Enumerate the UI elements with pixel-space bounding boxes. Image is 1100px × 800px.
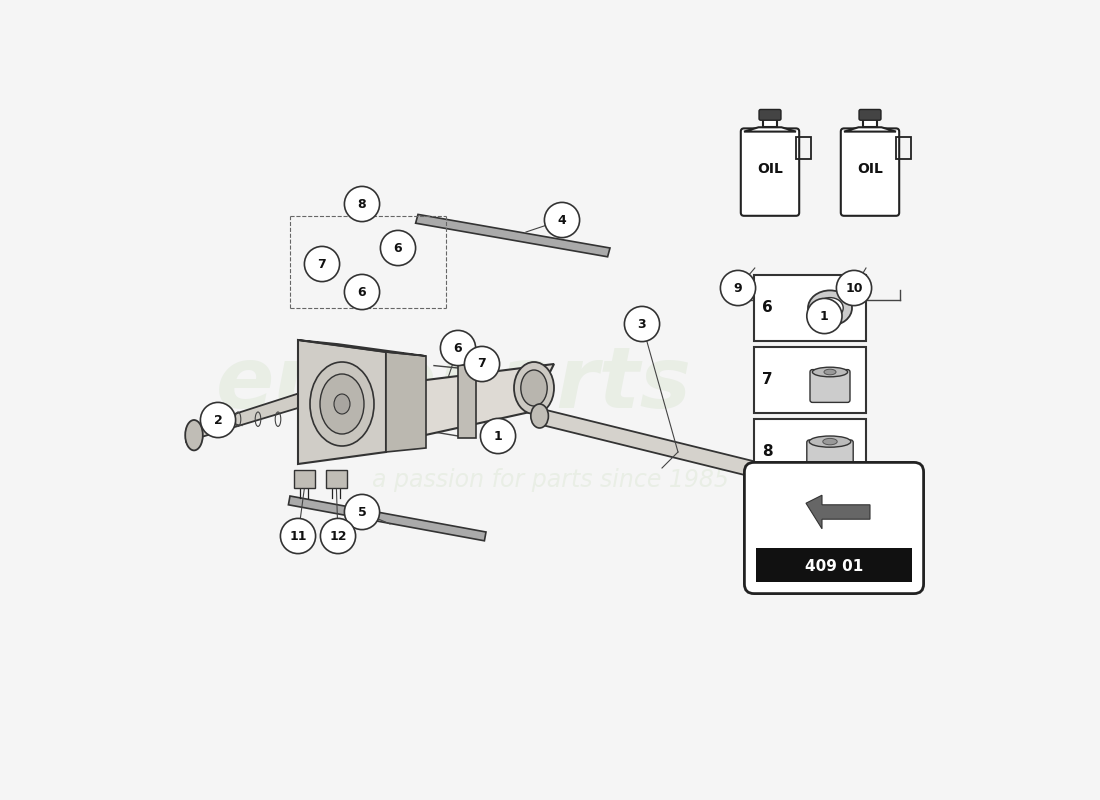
- Circle shape: [720, 270, 756, 306]
- Polygon shape: [186, 394, 298, 442]
- Ellipse shape: [320, 374, 364, 434]
- Text: 3: 3: [638, 318, 647, 330]
- Circle shape: [381, 230, 416, 266]
- Ellipse shape: [810, 436, 850, 447]
- Ellipse shape: [823, 438, 837, 445]
- Text: 7: 7: [318, 258, 327, 270]
- Circle shape: [280, 518, 316, 554]
- Ellipse shape: [817, 298, 844, 318]
- Text: 8: 8: [358, 198, 366, 210]
- Circle shape: [544, 202, 580, 238]
- Bar: [754, 347, 866, 413]
- Text: a passion for parts since 1985: a passion for parts since 1985: [372, 468, 728, 492]
- Ellipse shape: [814, 463, 846, 473]
- Bar: [754, 275, 866, 341]
- Bar: [458, 365, 475, 438]
- Circle shape: [481, 418, 516, 454]
- Polygon shape: [298, 340, 426, 356]
- Circle shape: [836, 270, 871, 306]
- Ellipse shape: [514, 362, 554, 414]
- Text: 409 01: 409 01: [805, 559, 864, 574]
- Text: 6: 6: [762, 301, 772, 315]
- FancyBboxPatch shape: [859, 110, 881, 120]
- Bar: [754, 419, 866, 485]
- Text: 7: 7: [477, 358, 486, 370]
- Polygon shape: [744, 127, 796, 131]
- Text: 8: 8: [762, 445, 772, 459]
- Text: 10: 10: [845, 282, 862, 294]
- Polygon shape: [330, 364, 554, 456]
- Ellipse shape: [520, 370, 547, 406]
- FancyBboxPatch shape: [806, 440, 854, 478]
- Bar: [757, 548, 912, 582]
- Ellipse shape: [813, 367, 848, 377]
- Text: 6: 6: [394, 242, 403, 254]
- Polygon shape: [538, 408, 846, 500]
- Ellipse shape: [808, 290, 852, 326]
- Ellipse shape: [334, 394, 350, 414]
- Polygon shape: [416, 214, 610, 257]
- FancyBboxPatch shape: [745, 462, 924, 594]
- FancyBboxPatch shape: [810, 370, 850, 402]
- Text: OIL: OIL: [857, 162, 883, 176]
- Text: 11: 11: [289, 530, 307, 542]
- Ellipse shape: [310, 362, 374, 446]
- Text: 2: 2: [213, 414, 222, 426]
- Bar: [762, 118, 778, 127]
- Circle shape: [344, 274, 380, 310]
- Ellipse shape: [185, 420, 202, 450]
- Text: 12: 12: [329, 530, 346, 542]
- Circle shape: [200, 402, 235, 438]
- Text: 4: 4: [558, 214, 566, 226]
- Text: 6: 6: [453, 342, 462, 354]
- Ellipse shape: [824, 370, 836, 374]
- Text: 9: 9: [734, 282, 742, 294]
- FancyBboxPatch shape: [740, 128, 800, 216]
- Polygon shape: [386, 352, 426, 452]
- Ellipse shape: [531, 404, 549, 428]
- Circle shape: [344, 186, 380, 222]
- Text: 7: 7: [762, 373, 772, 387]
- Polygon shape: [844, 127, 896, 131]
- Bar: [326, 470, 346, 488]
- Circle shape: [320, 518, 355, 554]
- Text: europarts: europarts: [216, 342, 692, 426]
- Circle shape: [344, 494, 380, 530]
- Polygon shape: [806, 495, 870, 529]
- Bar: [862, 118, 878, 127]
- Ellipse shape: [804, 462, 848, 522]
- Circle shape: [806, 298, 842, 334]
- Circle shape: [305, 246, 340, 282]
- Polygon shape: [288, 496, 486, 541]
- Polygon shape: [298, 340, 386, 464]
- Circle shape: [464, 346, 499, 382]
- Circle shape: [440, 330, 475, 366]
- Text: 6: 6: [358, 286, 366, 298]
- FancyBboxPatch shape: [759, 110, 781, 120]
- Ellipse shape: [812, 472, 840, 512]
- FancyBboxPatch shape: [840, 128, 899, 216]
- Text: 5: 5: [358, 506, 366, 518]
- Circle shape: [625, 306, 660, 342]
- Text: 1: 1: [820, 310, 828, 322]
- Text: OIL: OIL: [757, 162, 783, 176]
- Text: 1: 1: [494, 430, 503, 442]
- Bar: [294, 470, 315, 488]
